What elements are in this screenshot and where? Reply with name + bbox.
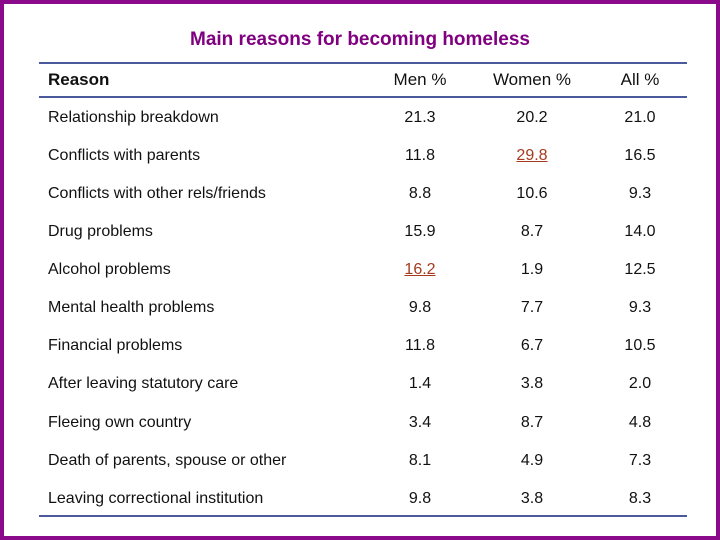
- row-all: 9.3: [628, 299, 652, 316]
- row-reason: Mental health problems: [48, 299, 215, 316]
- header-rule: [39, 96, 687, 98]
- row-men: 3.4: [408, 414, 432, 431]
- row-women: 3.8: [520, 490, 544, 507]
- row-women: 8.7: [520, 223, 544, 240]
- row-men: 11.8: [405, 337, 435, 354]
- table-title: Main reasons for becoming homeless: [190, 29, 530, 50]
- row-women: 4.9: [520, 452, 544, 469]
- row-men: 9.8: [408, 490, 432, 507]
- row-reason: Death of parents, spouse or other: [48, 452, 287, 469]
- row-reason: Financial problems: [48, 337, 183, 354]
- row-all: 2.0: [628, 375, 652, 392]
- header-women: Women %: [492, 70, 572, 89]
- row-men: 1.4: [408, 375, 432, 392]
- row-men-highlight: 16.2: [404, 261, 436, 278]
- row-reason: Conflicts with other rels/friends: [48, 185, 266, 202]
- row-reason: Relationship breakdown: [48, 109, 219, 126]
- row-all: 14.0: [624, 223, 656, 240]
- header-all: All %: [620, 70, 660, 89]
- row-all: 4.8: [628, 414, 652, 431]
- row-men: 21.3: [404, 109, 436, 126]
- top-rule: [39, 62, 687, 64]
- row-reason: After leaving statutory care: [48, 375, 239, 392]
- row-women: 20.2: [516, 109, 548, 126]
- row-reason: Conflicts with parents: [48, 147, 201, 164]
- row-men: 8.1: [408, 452, 432, 469]
- row-all: 7.3: [628, 452, 652, 469]
- row-all: 21.0: [624, 109, 656, 126]
- table-row: Drug problems 15.9 8.7 14.0: [4, 219, 716, 245]
- table-row: Conflicts with other rels/friends 8.8 10…: [4, 181, 716, 207]
- row-reason: Leaving correctional institution: [48, 490, 264, 507]
- row-women: 3.8: [520, 375, 544, 392]
- header-reason: Reason: [48, 70, 110, 89]
- row-reason: Alcohol problems: [48, 261, 171, 278]
- table-row: Death of parents, spouse or other 8.1 4.…: [4, 448, 716, 474]
- row-reason: Fleeing own country: [48, 414, 192, 431]
- row-women: 1.9: [520, 261, 544, 278]
- row-women: 8.7: [520, 414, 544, 431]
- table-row: Mental health problems 9.8 7.7 9.3: [4, 295, 716, 321]
- row-women: 7.7: [520, 299, 544, 316]
- row-all: 8.3: [628, 490, 652, 507]
- row-women-highlight: 29.8: [516, 147, 548, 164]
- table-row: Relationship breakdown 21.3 20.2 21.0: [4, 105, 716, 131]
- table-row: Financial problems 11.8 6.7 10.5: [4, 333, 716, 359]
- row-reason: Drug problems: [48, 223, 153, 240]
- row-men: 11.8: [405, 147, 435, 164]
- table-row: Conflicts with parents 11.8 29.8 16.5: [4, 143, 716, 169]
- row-men: 15.9: [404, 223, 436, 240]
- row-women: 6.7: [520, 337, 544, 354]
- row-all: 10.5: [624, 337, 656, 354]
- row-all: 16.5: [624, 147, 656, 164]
- row-women: 10.6: [516, 185, 548, 202]
- header-men: Men %: [393, 70, 447, 89]
- table-row: Leaving correctional institution 9.8 3.8…: [4, 486, 716, 512]
- row-all: 9.3: [628, 185, 652, 202]
- table-row: Alcohol problems 16.2 1.9 12.5: [4, 257, 716, 283]
- row-men: 9.8: [408, 299, 432, 316]
- table-row: After leaving statutory care 1.4 3.8 2.0: [4, 371, 716, 397]
- row-all: 12.5: [624, 261, 656, 278]
- row-men: 8.8: [408, 185, 432, 202]
- table-row: Fleeing own country 3.4 8.7 4.8: [4, 410, 716, 436]
- bottom-rule: [39, 515, 687, 517]
